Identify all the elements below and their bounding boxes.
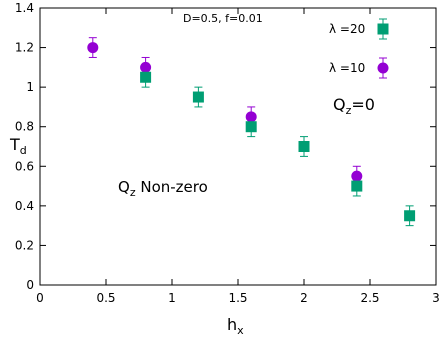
legend-symbol [377,62,389,74]
x-tick-label: 1 [168,291,176,305]
y-tick-label: 0.2 [15,238,34,252]
data-point-lambda10 [245,111,257,123]
data-point-lambda20 [404,210,416,222]
x-axis-label: hx [227,315,244,337]
data-point-lambda10 [140,61,152,73]
y-tick-label: 1 [26,80,34,94]
y-tick-label: 1.4 [15,1,34,15]
y-tick-label: 0.4 [15,199,34,213]
axis-ticks [39,7,437,286]
qz-zero-annotation: Qz=0 [333,95,375,117]
data-point-lambda20 [140,71,152,83]
x-tick-label: 0 [36,291,44,305]
y-tick-label: 0.8 [15,120,34,134]
legend: λ =20 λ =10 [329,18,389,79]
axis-tick-labels: 0 0.5 1 1.5 2 2.5 3 0 0.2 0.4 0.6 0.8 1 1.2 1.4 [15,1,440,305]
x-tick-label: 2 [300,291,308,305]
x-tick-label: 2.5 [360,291,379,305]
y-tick-label: 1.2 [15,41,34,55]
plot-frame [39,7,437,286]
y-tick-label: 0.6 [15,159,34,173]
data-point-lambda20 [351,180,363,192]
qz-nonzero-annotation: Qz Non-zero [118,178,208,199]
legend-marker-lambda10 [377,57,389,79]
data-point-lambda20 [298,141,310,152]
params-annotation: D=0.5, f=0.01 [183,12,263,25]
x-tick-label: 3 [432,291,440,305]
legend-marker-lambda20 [377,18,389,40]
x-tick-label: 1.5 [228,291,247,305]
y-axis-label: Td [9,135,27,157]
data-point-lambda20 [245,121,257,133]
data-markers [87,42,416,222]
x-tick-label: 0.5 [96,291,115,305]
data-point-lambda10 [351,170,363,182]
legend-label-lambda10: λ =10 [329,61,365,75]
y-tick-label: 0 [26,278,34,292]
data-point-lambda10 [87,42,99,54]
legend-label-lambda20: λ =20 [329,22,365,36]
data-point-lambda20 [192,91,204,103]
legend-symbol [377,23,389,35]
